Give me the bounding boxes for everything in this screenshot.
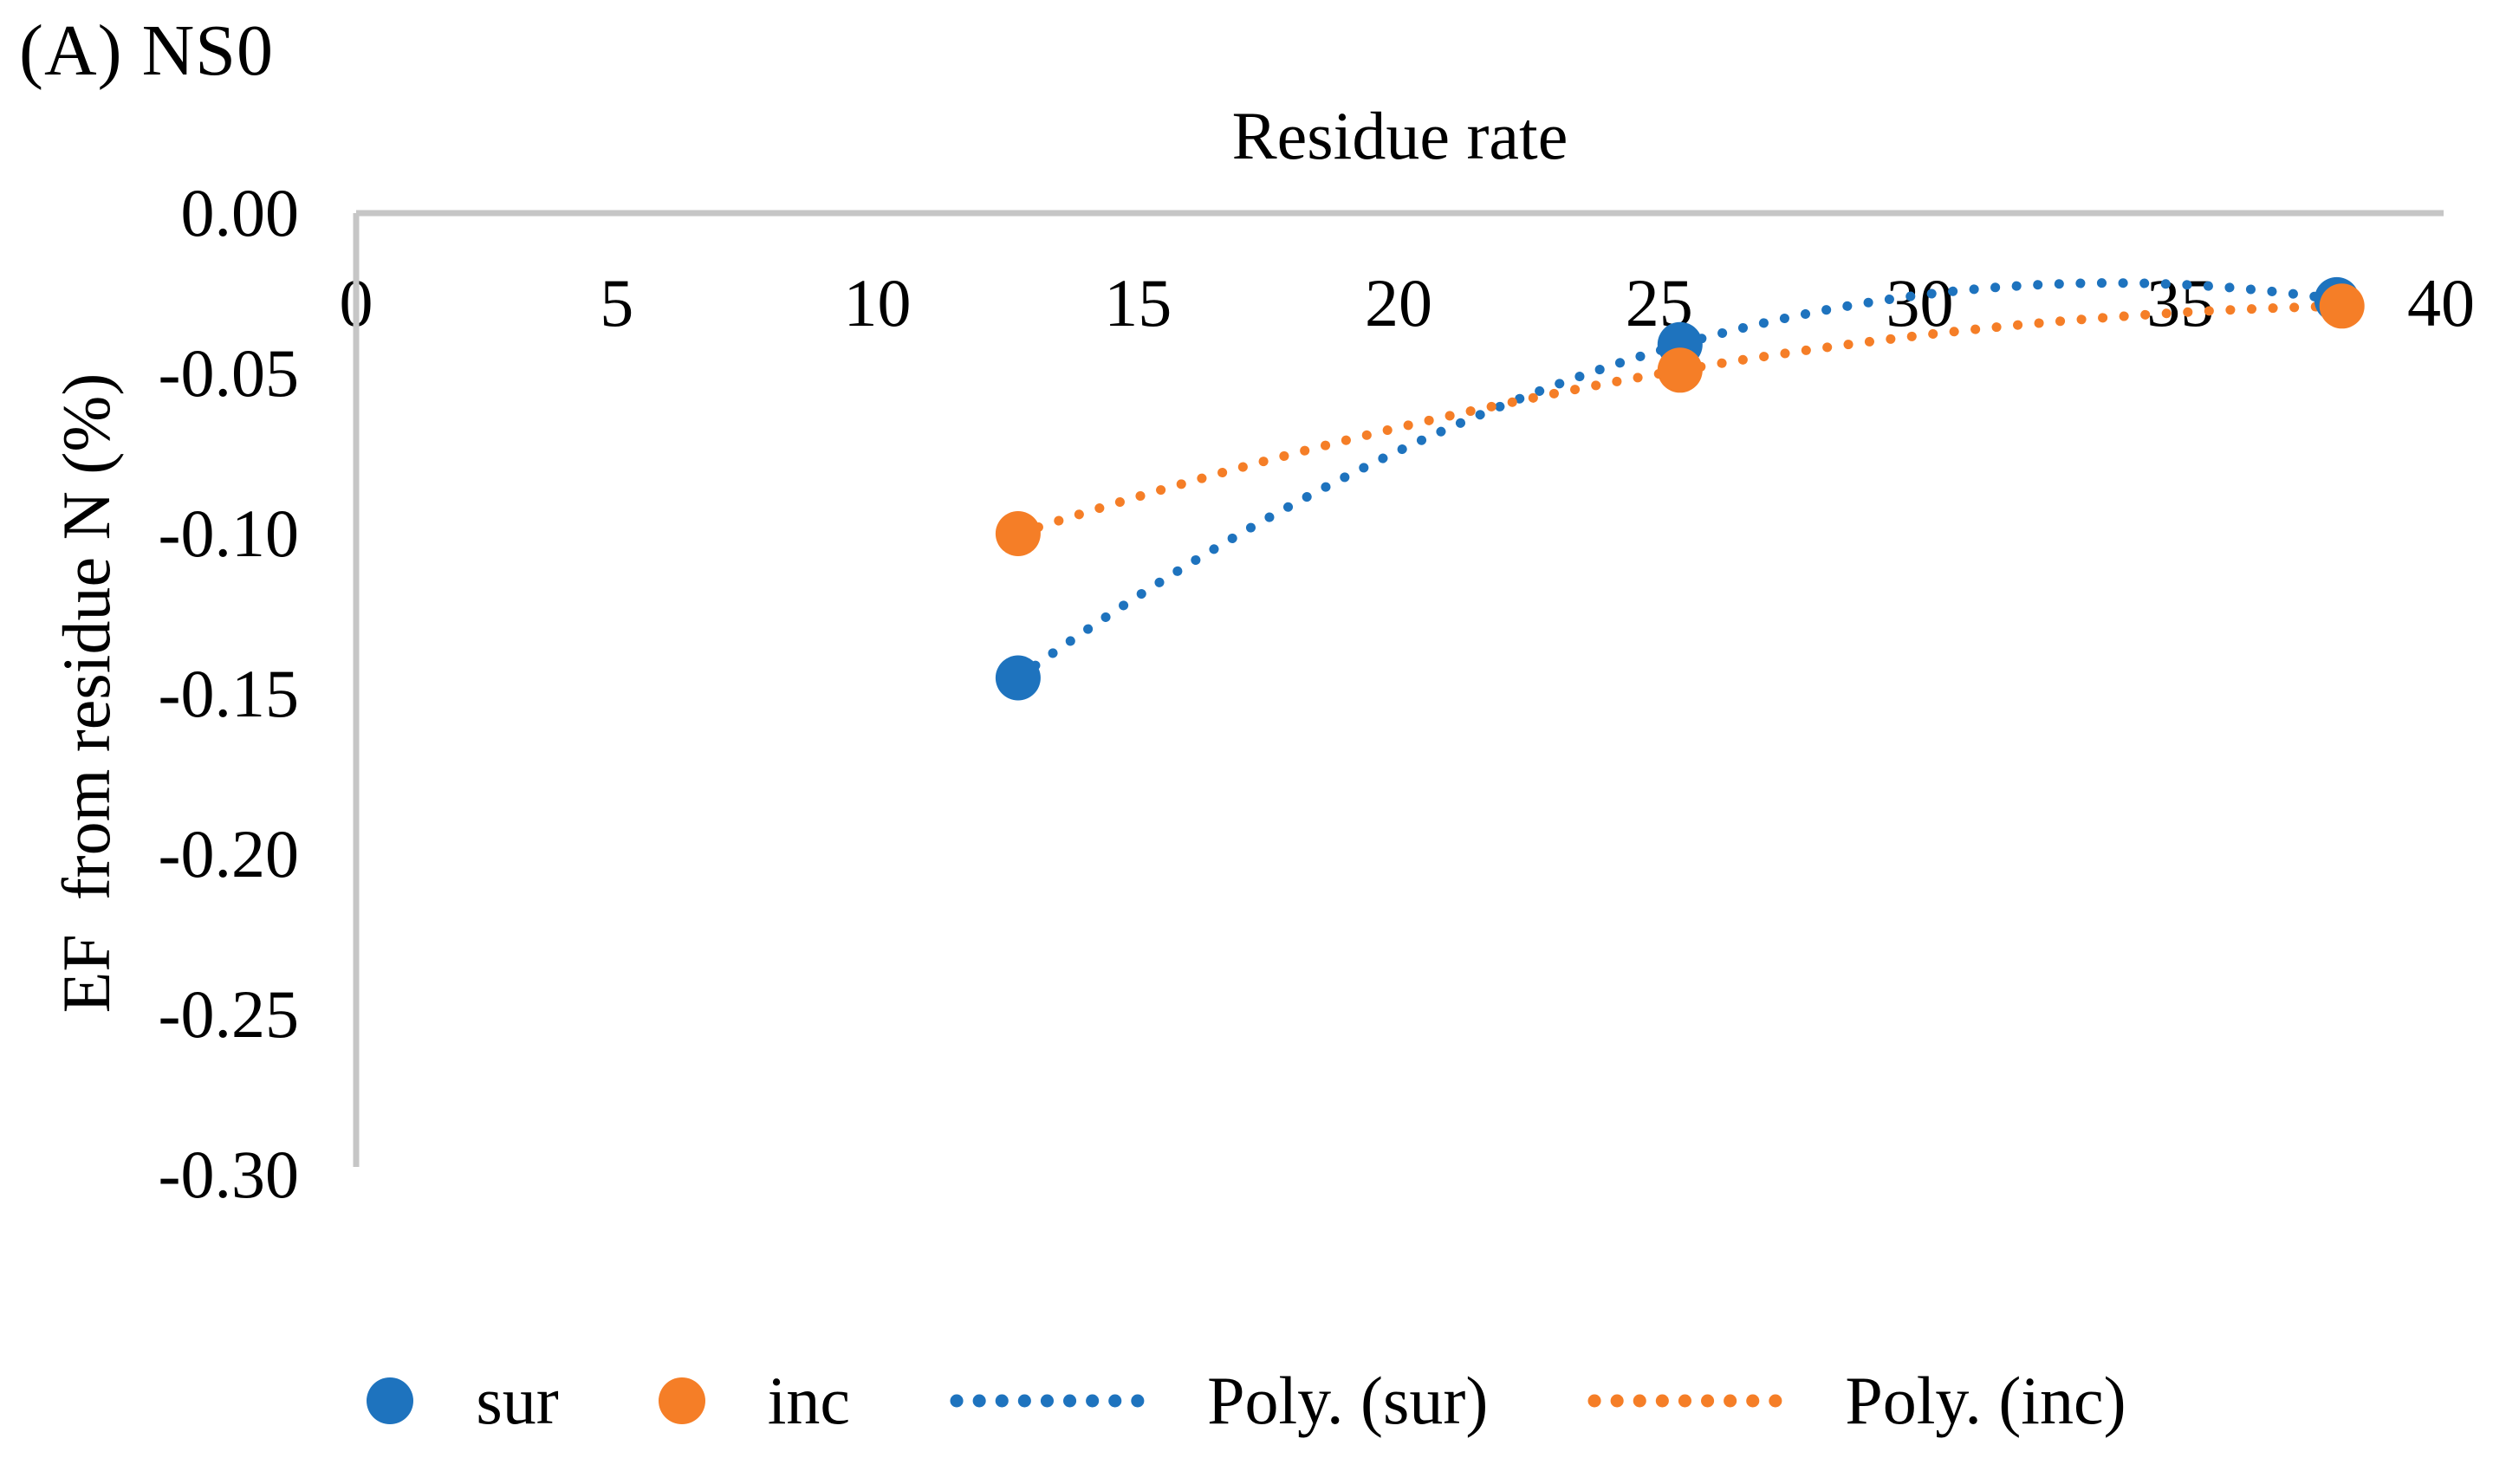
legend-label: inc	[767, 1363, 851, 1438]
data-point-sur	[2314, 276, 2360, 322]
y-tick-label: -0.10	[158, 496, 299, 571]
legend-dotted-line	[1587, 1394, 1782, 1408]
x-tick-label: 0	[339, 265, 373, 340]
legend-marker-dot	[367, 1377, 414, 1424]
x-tick-label: 40	[2407, 265, 2475, 340]
legend-label: Poly. (sur)	[1207, 1363, 1489, 1438]
y-tick-label: -0.30	[158, 1137, 299, 1212]
x-tick-label: 10	[843, 265, 912, 340]
data-point-inc	[995, 511, 1041, 556]
y-tick-label: -0.20	[158, 816, 299, 891]
x-axis-title: Residue rate	[1231, 98, 1568, 173]
legend-item: Poly. (sur)	[950, 1362, 1488, 1440]
data-point-sur	[995, 655, 1041, 701]
x-tick-label: 35	[2146, 265, 2215, 340]
x-tick-label: 5	[600, 265, 634, 340]
y-tick-label: -0.15	[158, 656, 299, 731]
legend-dotted-line	[950, 1394, 1145, 1408]
x-tick-label: 30	[1886, 265, 1954, 340]
y-tick-label: 0.00	[180, 175, 300, 250]
x-tick-label: 20	[1365, 265, 1432, 340]
x-tick-label: 25	[1625, 265, 1693, 340]
panel-title: (A) NS0	[19, 10, 274, 91]
y-tick-label: -0.25	[158, 976, 299, 1052]
y-tick-label: -0.05	[158, 335, 299, 411]
legend-label: sur	[476, 1363, 559, 1438]
chart-legend: sur inc Poly. (sur) Poly. (inc)	[0, 1362, 2493, 1440]
legend-item: inc	[658, 1362, 851, 1440]
data-point-inc	[1657, 347, 1703, 393]
legend-item: sur	[367, 1362, 559, 1440]
legend-item: Poly. (inc)	[1587, 1362, 2126, 1440]
legend-marker-dot	[658, 1377, 705, 1424]
legend-label: Poly. (inc)	[1845, 1363, 2126, 1438]
x-tick-label: 15	[1104, 265, 1172, 340]
